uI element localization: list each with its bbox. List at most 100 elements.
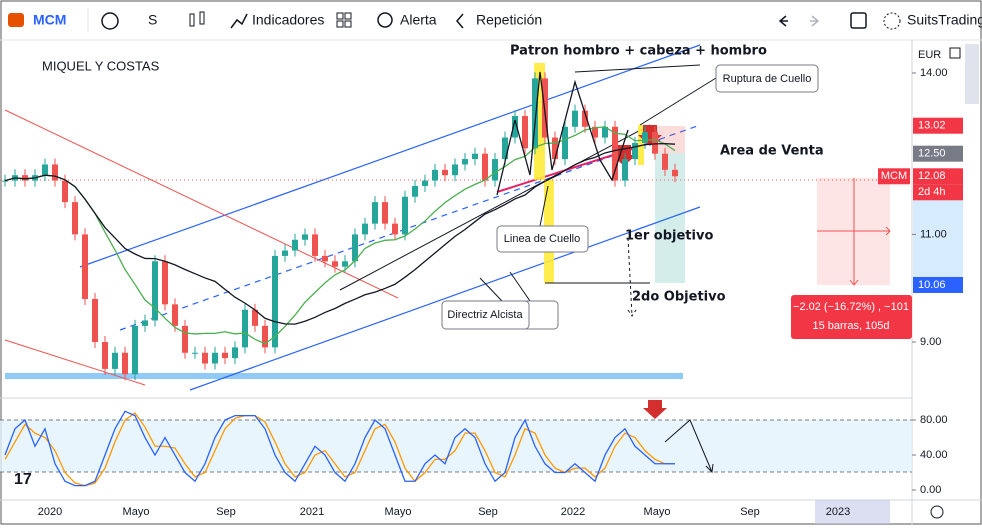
user-icon[interactable]	[883, 12, 901, 30]
callout-line	[639, 77, 717, 126]
candle	[612, 126, 618, 181]
candle	[522, 116, 528, 149]
settings-icon[interactable]	[930, 505, 944, 519]
candle	[572, 110, 578, 127]
y-tick-label: 0.00	[920, 484, 941, 496]
channel-lower	[189, 206, 701, 391]
x-tick-label: Sep	[216, 506, 236, 518]
candle	[82, 234, 88, 299]
y-tick-label: 9.00	[920, 336, 941, 348]
user[interactable]: SuitsTrading	[907, 12, 982, 28]
candle	[602, 126, 608, 138]
callout	[496, 225, 589, 253]
replay-icon[interactable]	[456, 13, 464, 29]
candle	[182, 325, 188, 353]
alert-icon[interactable]	[377, 12, 393, 28]
callout-line	[479, 271, 531, 302]
candle	[172, 304, 178, 326]
symbol-tag-box	[878, 168, 910, 185]
downtrend-2	[4, 339, 146, 386]
candle	[452, 164, 458, 176]
measure-text: 15 barras, 105d	[812, 320, 889, 332]
candle	[402, 196, 408, 235]
moving-average	[4, 143, 676, 325]
candle	[302, 234, 308, 240]
candle	[562, 126, 568, 160]
indicators[interactable]: Indicadores	[252, 12, 324, 28]
candle	[532, 78, 538, 149]
candle	[52, 164, 58, 181]
price-label: 13.02	[918, 120, 946, 132]
candle	[312, 234, 318, 256]
add-icon[interactable]	[101, 12, 119, 30]
candle-icon[interactable]	[189, 13, 195, 27]
measure-text: −2.02 (−16.72%) , −101	[793, 301, 909, 313]
candle	[342, 261, 348, 267]
candle	[122, 352, 128, 375]
price-label-box	[913, 276, 963, 293]
countdown: 2d 4h	[918, 186, 946, 198]
x-tick-label: 2022	[561, 506, 585, 518]
candle	[412, 185, 418, 197]
interval[interactable]: S	[148, 12, 157, 28]
time-range	[815, 500, 890, 524]
channel-mid	[119, 124, 701, 331]
y-tick-label: 40.00	[920, 449, 948, 461]
candle	[192, 352, 198, 354]
moving-average	[4, 126, 676, 345]
indicators-icon[interactable]	[230, 13, 248, 29]
candle	[152, 261, 158, 321]
layout-icon	[336, 20, 344, 28]
settings[interactable]	[949, 47, 961, 59]
candle	[382, 202, 388, 224]
annotation: Patron hombro + cabeza + hombro	[510, 44, 767, 59]
y-tick-label: 11.00	[920, 228, 947, 240]
candle	[472, 153, 478, 160]
currency: EUR	[918, 49, 941, 61]
candle	[352, 234, 358, 262]
replay[interactable]: Repetición	[476, 12, 542, 28]
target-arrow	[627, 237, 637, 317]
measure-cross	[817, 178, 891, 286]
candle	[72, 202, 78, 235]
candle	[272, 255, 278, 348]
layout-icon	[344, 20, 352, 28]
candle	[622, 159, 628, 181]
x-tick-label: Mayo	[385, 506, 412, 518]
x-tick-label: 2023	[826, 506, 850, 518]
undo[interactable]	[778, 15, 788, 27]
price-label: 10.06	[918, 279, 946, 291]
channel-upper	[79, 44, 701, 268]
countdown-box	[913, 184, 963, 201]
candle	[642, 132, 648, 143]
candle	[92, 298, 98, 343]
sell-area-target	[655, 153, 685, 283]
arrow-head	[705, 463, 714, 474]
candle	[142, 320, 148, 326]
candle	[292, 239, 298, 251]
alert[interactable]: Alerta	[400, 12, 437, 28]
callout	[441, 300, 530, 330]
candle	[512, 116, 518, 138]
side-panel	[965, 44, 979, 104]
x-tick-label: 2021	[300, 506, 324, 518]
x-tick-label: Sep	[740, 506, 760, 518]
candle	[332, 261, 338, 267]
redo[interactable]	[810, 15, 820, 27]
candle	[432, 169, 438, 181]
stoch-d	[4, 412, 675, 487]
symbol[interactable]: MCM	[33, 12, 66, 28]
callout-line	[539, 185, 549, 227]
candle	[222, 352, 228, 359]
trend-line	[339, 124, 651, 291]
x-tick-label: Mayo	[644, 506, 671, 518]
candle-icon[interactable]	[199, 11, 205, 25]
arrow	[643, 400, 667, 419]
layout-icon[interactable]	[336, 12, 344, 20]
candle	[262, 325, 268, 348]
candle	[442, 169, 448, 176]
candle	[322, 255, 328, 262]
drawings	[0, 44, 912, 474]
fullscreen[interactable]	[850, 12, 867, 29]
